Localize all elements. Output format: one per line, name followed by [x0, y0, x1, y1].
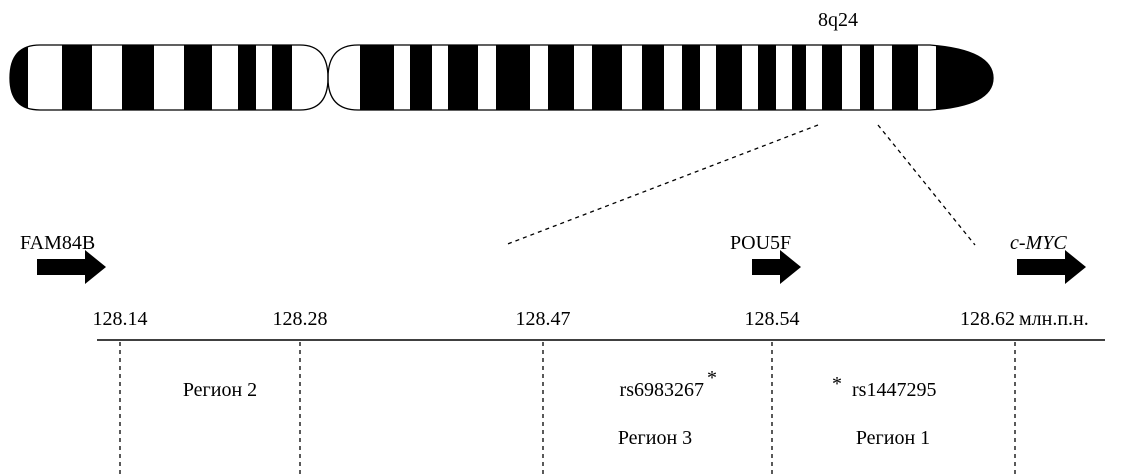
- snp-label: rs1447295: [852, 379, 936, 401]
- gene-arrow: [752, 250, 801, 284]
- gene-label: FAM84B: [20, 232, 95, 254]
- band-label: 8q24: [818, 9, 858, 31]
- gene-label: POU5F: [730, 232, 791, 254]
- zoom-line: [505, 125, 818, 245]
- position-label: 128.47: [516, 308, 571, 330]
- snp-marker: *: [707, 367, 717, 389]
- unit-label: млн.п.н.: [1019, 308, 1089, 330]
- right-arm-bands: [360, 40, 1006, 120]
- position-label: 128.54: [745, 308, 800, 330]
- region-label: Регион 1: [856, 427, 930, 449]
- left-arm-bands: [0, 40, 292, 120]
- zoom-line: [878, 125, 975, 245]
- gene-label: c-MYC: [1010, 232, 1067, 254]
- snp-label: rs6983267: [620, 379, 704, 401]
- diagram: 8q24 FAM84B POU5F c-MYC 128.14 128.28 12…: [0, 0, 1128, 475]
- position-label: 128.14: [93, 308, 148, 330]
- region-label: Регион 3: [618, 427, 692, 449]
- chromosome: [0, 40, 1006, 120]
- gene-arrow: [1017, 250, 1086, 284]
- region-label: Регион 2: [183, 379, 257, 401]
- position-label: 128.62: [960, 308, 1015, 330]
- snp-marker: *: [832, 373, 842, 395]
- gene-arrow: [37, 250, 106, 284]
- position-label: 128.28: [273, 308, 328, 330]
